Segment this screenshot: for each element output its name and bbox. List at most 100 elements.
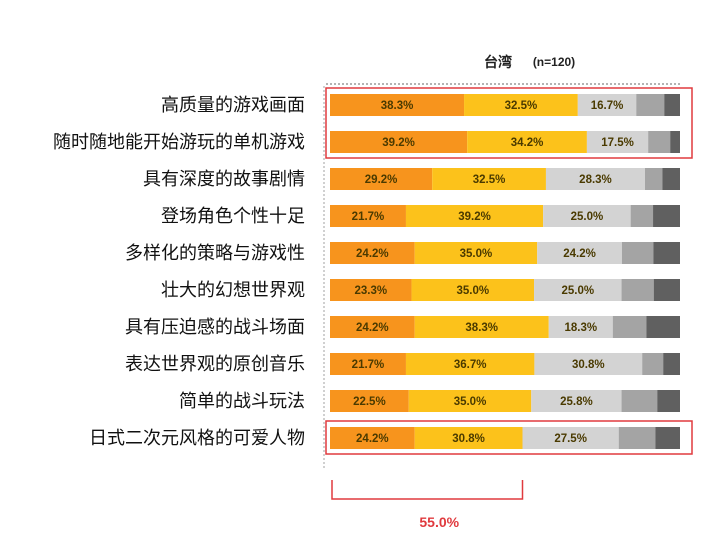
category-label: 具有压迫感的战斗场面 bbox=[125, 317, 305, 338]
data-label: 18.3% bbox=[564, 322, 597, 334]
data-label: 27.5% bbox=[554, 433, 587, 445]
bar-segment bbox=[642, 353, 664, 375]
bar-segment bbox=[545, 168, 645, 190]
bar-segment bbox=[330, 242, 415, 264]
category-label: 随时随地能开始游玩的单机游戏 bbox=[53, 132, 305, 153]
bar-segment bbox=[330, 316, 415, 338]
data-label: 34.2% bbox=[511, 137, 544, 149]
bar-segment bbox=[330, 279, 412, 301]
bar-segment bbox=[464, 94, 578, 116]
data-label: 28.3% bbox=[579, 174, 612, 186]
bar-segment bbox=[531, 390, 622, 412]
bar-segment bbox=[543, 205, 631, 227]
bar-segment bbox=[408, 390, 532, 412]
bar-segment bbox=[432, 168, 546, 190]
bar-segment bbox=[621, 279, 654, 301]
bar-row: 29.2% 32.5% 28.3% bbox=[330, 168, 680, 190]
annotation: 55.0% bbox=[331, 480, 524, 530]
bar-segment bbox=[648, 131, 671, 153]
data-label: 38.3% bbox=[465, 322, 498, 334]
data-label: 21.7% bbox=[352, 211, 385, 223]
bar-segment bbox=[537, 242, 622, 264]
bar-segment bbox=[405, 353, 535, 375]
bar-segment bbox=[621, 390, 658, 412]
bar-segment bbox=[414, 427, 523, 449]
bar-segment bbox=[405, 205, 544, 227]
bar-segment bbox=[414, 242, 538, 264]
category-label: 表达世界观的原创音乐 bbox=[125, 354, 305, 375]
bar-row: 23.3% 35.0% 25.0% bbox=[330, 279, 680, 301]
bar-segment bbox=[630, 205, 654, 227]
bar-row: 22.5% 35.0% 25.8% bbox=[330, 390, 680, 412]
data-label: 30.8% bbox=[452, 433, 485, 445]
category-label: 登场角色个性十足 bbox=[161, 206, 305, 227]
bar-segment bbox=[646, 316, 680, 338]
bar-segment bbox=[330, 390, 409, 412]
bars: 38.3% 32.5% 16.7% 39.2% 34.2% 17.5% 29.2% 32.5%… bbox=[330, 94, 680, 449]
highlight-box bbox=[325, 420, 693, 455]
category-label: 日式二次元风格的可爱人物 bbox=[89, 428, 305, 449]
bar-segment bbox=[467, 131, 587, 153]
data-label: 24.2% bbox=[563, 248, 596, 260]
bar-segment bbox=[414, 316, 549, 338]
bar-segment bbox=[657, 390, 680, 412]
data-label: 25.8% bbox=[560, 396, 593, 408]
category-label: 壮大的幻想世界观 bbox=[161, 280, 305, 301]
data-label: 32.5% bbox=[505, 100, 538, 112]
bar-row: 21.7% 36.7% 30.8% bbox=[330, 353, 680, 375]
bar-row: 24.2% 35.0% 24.2% bbox=[330, 242, 680, 264]
bar-segment bbox=[670, 131, 680, 153]
bar-segment bbox=[662, 168, 680, 190]
bar-segment bbox=[330, 353, 406, 375]
bar-row: 24.2% 38.3% 18.3% bbox=[330, 316, 680, 338]
data-label: 24.2% bbox=[356, 322, 389, 334]
highlight-boxes bbox=[325, 87, 693, 455]
annotation-bracket bbox=[331, 480, 524, 500]
bar-row: 39.2% 34.2% 17.5% bbox=[330, 131, 680, 153]
data-label: 24.2% bbox=[356, 248, 389, 260]
data-label: 30.8% bbox=[572, 359, 605, 371]
data-label: 39.2% bbox=[382, 137, 415, 149]
bar-segment bbox=[653, 205, 680, 227]
bar-segment bbox=[655, 427, 680, 449]
bar-segment bbox=[330, 427, 415, 449]
bar-segment bbox=[586, 131, 649, 153]
data-label: 35.0% bbox=[454, 396, 487, 408]
category-label: 具有深度的故事剧情 bbox=[143, 169, 305, 190]
category-label: 高质量的游戏画面 bbox=[161, 95, 305, 116]
bar-row: 24.2% 30.8% 27.5% bbox=[330, 427, 680, 449]
bar-segment bbox=[534, 353, 643, 375]
bar-segment bbox=[548, 316, 613, 338]
data-label: 17.5% bbox=[601, 137, 634, 149]
bar-segment bbox=[621, 242, 654, 264]
bar-segment bbox=[636, 94, 665, 116]
data-label: 35.0% bbox=[456, 285, 489, 297]
bar-row: 21.7% 39.2% 25.0% bbox=[330, 205, 680, 227]
data-label: 25.0% bbox=[571, 211, 604, 223]
chart-header: 台湾 (n=120) bbox=[484, 54, 575, 71]
data-label: 22.5% bbox=[353, 396, 386, 408]
bar-segment bbox=[653, 242, 680, 264]
data-label: 23.3% bbox=[354, 285, 387, 297]
bar-segment bbox=[330, 168, 433, 190]
bar-segment bbox=[664, 94, 680, 116]
data-label: 25.0% bbox=[561, 285, 594, 297]
data-label: 21.7% bbox=[352, 359, 385, 371]
data-label: 35.0% bbox=[460, 248, 493, 260]
bar-segment bbox=[534, 279, 622, 301]
bar-segment bbox=[663, 353, 680, 375]
chart-header-sample: (n=120) bbox=[533, 55, 575, 69]
data-label: 32.5% bbox=[473, 174, 506, 186]
annotation-label: 55.0% bbox=[419, 514, 459, 530]
bar-segment bbox=[522, 427, 619, 449]
bar-segment bbox=[577, 94, 637, 116]
bar-segment bbox=[645, 168, 663, 190]
data-label: 38.3% bbox=[381, 100, 414, 112]
data-label: 39.2% bbox=[458, 211, 491, 223]
data-label: 16.7% bbox=[591, 100, 624, 112]
data-label: 24.2% bbox=[356, 433, 389, 445]
chart-header-title: 台湾 bbox=[484, 54, 512, 71]
category-labels: 高质量的游戏画面随时随地能开始游玩的单机游戏具有深度的故事剧情登场角色个性十足多… bbox=[53, 95, 305, 449]
bar-segment bbox=[330, 131, 468, 153]
